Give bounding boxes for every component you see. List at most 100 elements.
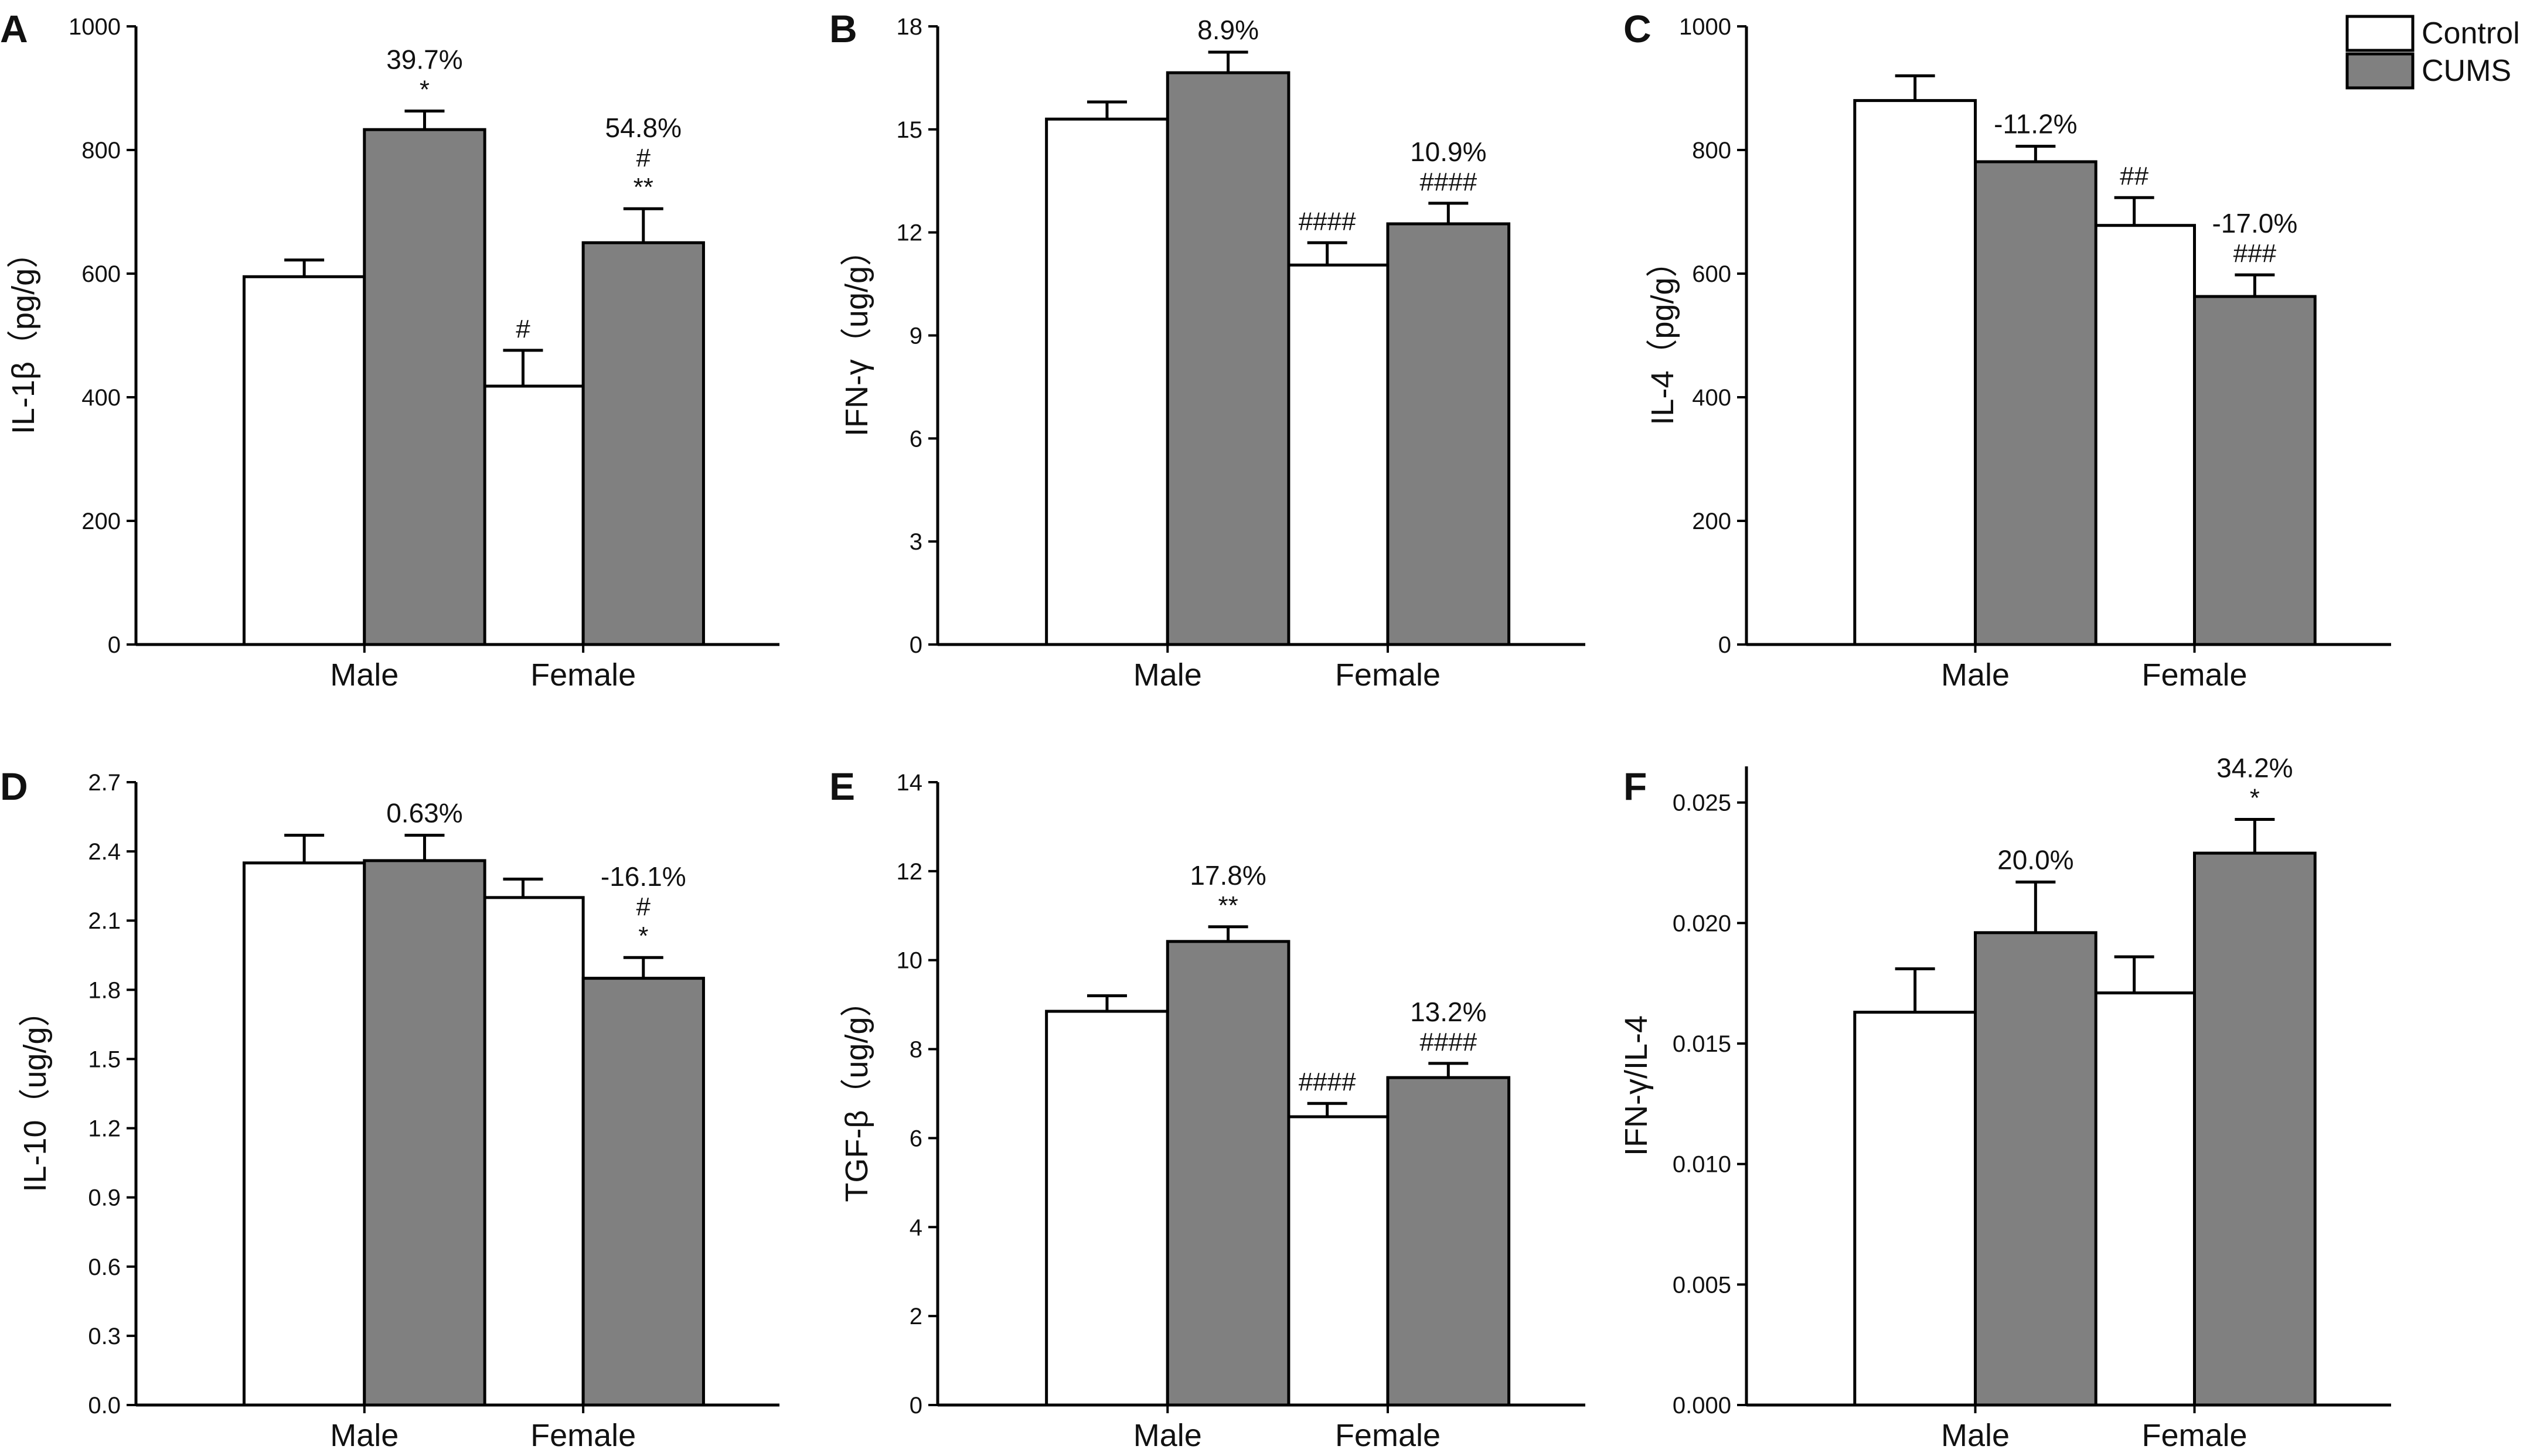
y-tick-label: 0 [910, 632, 922, 658]
panel-letter: C [1623, 7, 1652, 50]
y-tick-label: 200 [1692, 509, 1731, 534]
y-tick-label: 0 [108, 632, 121, 658]
y-tick-label: 10 [897, 948, 923, 974]
significance-annotation: #### [1419, 1028, 1477, 1056]
significance-annotation: 20.0% [1997, 844, 2073, 875]
y-tick-label: 400 [81, 385, 121, 411]
significance-annotation: ### [2233, 239, 2277, 268]
y-tick-label: 12 [897, 859, 923, 885]
significance-annotation: #### [1299, 1068, 1356, 1096]
bar-control-male [1045, 117, 1169, 646]
bar-control-male [242, 275, 366, 646]
panel-a: A IL-1β（pg/g） 0 200 400 600 800 1000 Male Female *… [0, 7, 779, 693]
significance-annotation: * [2250, 783, 2260, 812]
y-tick-label: 800 [1692, 138, 1731, 163]
y-tick-label: 0.9 [88, 1185, 121, 1211]
y-axis-title: IFN-γ（ug/g） [839, 234, 874, 437]
y-tick-label: 12 [897, 220, 923, 246]
y-tick-label: 0.010 [1673, 1152, 1731, 1178]
y-tick-label: 1.5 [88, 1046, 121, 1072]
y-tick-label: 6 [910, 1126, 922, 1151]
y-tick-label: 4 [910, 1215, 922, 1240]
legend-swatch-control [2345, 15, 2415, 52]
x-category-label: Male [1941, 657, 2010, 693]
significance-annotation: #### [1299, 207, 1356, 236]
x-category-label: Female [2141, 1418, 2247, 1453]
y-tick-label: 2.4 [88, 839, 121, 865]
y-tick-label: 0 [910, 1393, 922, 1419]
x-category-label: Female [2141, 657, 2247, 693]
y-axis-title: IFN-γ/IL-4 [1619, 1015, 1654, 1156]
y-tick-label: 0.6 [88, 1254, 121, 1280]
y-axis-title: IL-1β（pg/g） [6, 237, 41, 434]
y-tick-label: 3 [910, 529, 922, 555]
y-tick-label: 2.7 [88, 770, 121, 796]
significance-annotation: -11.2% [1994, 109, 2077, 139]
y-tick-label: 2.1 [88, 908, 121, 934]
y-tick-label: 0 [1718, 632, 1731, 658]
chart-legend: Control CUMS [2345, 15, 2520, 90]
y-axis-title: IL-4（pg/g） [1645, 245, 1680, 425]
significance-annotation: # [516, 315, 530, 343]
y-tick-label: 0.025 [1673, 790, 1731, 816]
panel-letter: F [1623, 765, 1647, 808]
bar-control-male [1045, 1010, 1169, 1407]
significance-annotation: # [636, 144, 651, 172]
panel-letter: A [0, 7, 28, 50]
panel-c: C IL-4（pg/g） 0 200 400 600 800 1000 Male Female -1… [1623, 7, 2391, 693]
y-tick-label: 0.005 [1673, 1272, 1731, 1298]
x-category-label: Female [1335, 657, 1441, 693]
y-tick-label: 8 [910, 1037, 922, 1063]
bar-cums-male [1166, 71, 1290, 646]
bar-cums-male [1974, 931, 2097, 1407]
x-category-label: Female [530, 1418, 636, 1453]
significance-annotation: 0.63% [386, 798, 462, 828]
y-tick-label: 0.3 [88, 1324, 121, 1349]
y-tick-label: 0.000 [1673, 1393, 1731, 1419]
panel-letter: D [0, 765, 28, 808]
bar-cums-male [363, 128, 486, 646]
y-tick-label: 200 [81, 509, 121, 534]
x-category-label: Male [330, 657, 399, 693]
x-category-label: Male [330, 1418, 399, 1453]
bar-cums-female [1386, 222, 1511, 646]
bar-cums-female [581, 241, 705, 646]
y-tick-label: 1.8 [88, 977, 121, 1003]
bar-cums-male [363, 859, 486, 1407]
significance-annotation: 13.2% [1410, 997, 1486, 1027]
y-tick-label: 0.0 [88, 1393, 121, 1419]
significance-annotation: ** [1218, 891, 1238, 920]
panel-letter: B [829, 7, 857, 50]
x-category-label: Male [1133, 657, 1202, 693]
bar-cums-female [2193, 295, 2317, 646]
y-tick-label: 600 [1692, 261, 1731, 287]
significance-annotation: 8.9% [1197, 15, 1259, 45]
x-category-label: Male [1941, 1418, 2010, 1453]
y-tick-label: 0.015 [1673, 1031, 1731, 1057]
significance-annotation: -16.1% [601, 861, 686, 892]
x-category-label: Male [1133, 1418, 1202, 1453]
panel-f: F IFN-γ/IL-4 0.000 0.005 0.010 0.015 0.020 0.02… [1619, 752, 2391, 1453]
x-category-label: Female [530, 657, 636, 693]
significance-annotation: -17.0% [2212, 208, 2297, 238]
x-category-label: Female [1335, 1418, 1441, 1453]
legend-label-cums: CUMS [2422, 54, 2511, 88]
legend-label-control: Control [2422, 16, 2520, 50]
bar-cums-female [1386, 1076, 1511, 1407]
bar-control-male [1853, 1011, 1977, 1407]
y-axis-title: IL-10（ug/g） [18, 995, 53, 1192]
significance-annotation: #### [1419, 168, 1477, 196]
significance-annotation: 17.8% [1190, 860, 1266, 891]
y-tick-label: 14 [897, 770, 923, 796]
y-tick-label: 1000 [1679, 14, 1731, 40]
y-tick-label: 1.2 [88, 1116, 121, 1142]
bar-control-male [1853, 99, 1977, 646]
panel-e: E TGF-β（ug/g） 0 2 4 6 8 10 12 14 Male Female **17.8%… [829, 765, 1585, 1453]
bar-cums-female [581, 977, 705, 1407]
y-tick-label: 600 [81, 261, 121, 287]
y-axis-title: TGF-β（ug/g） [839, 985, 874, 1202]
bar-control-male [242, 861, 366, 1407]
y-tick-label: 400 [1692, 385, 1731, 411]
